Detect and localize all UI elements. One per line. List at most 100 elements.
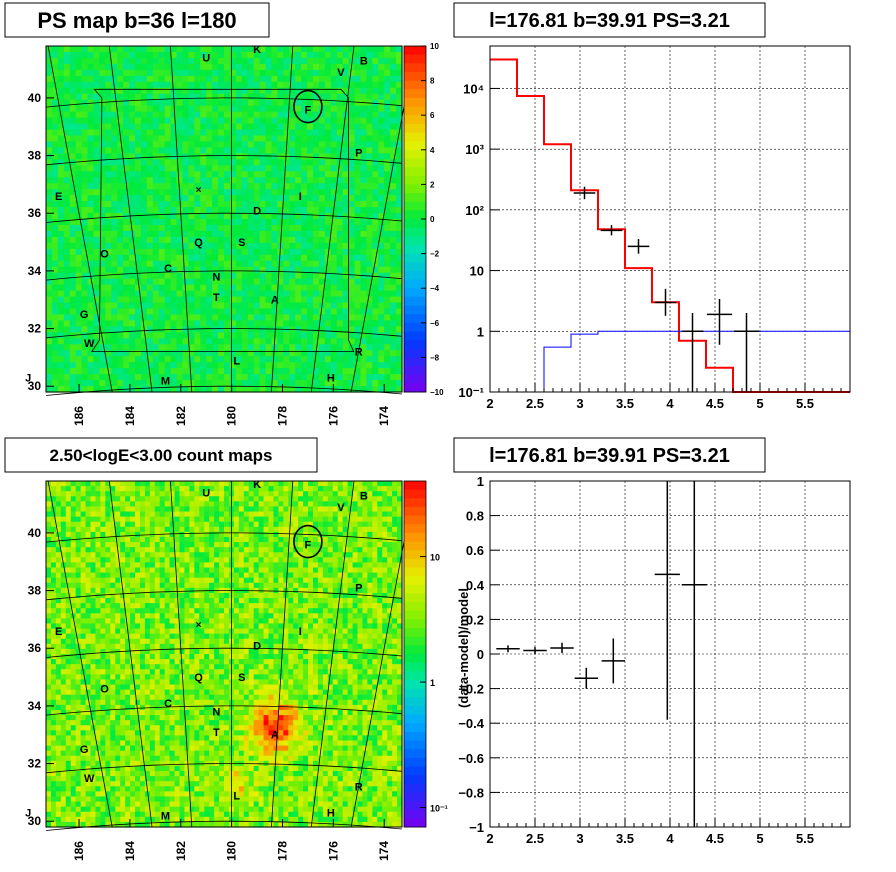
parallel (45, 820, 403, 831)
title-br: l=176.81 b=39.91 PS=3.21 (453, 437, 766, 473)
y-tick-label: −1 (469, 820, 484, 835)
colorbar-tick-label: 10 (430, 553, 440, 563)
source-label-A: A (271, 295, 279, 307)
source-label-O: O (100, 684, 109, 696)
x-tick-label: 3.5 (616, 831, 634, 846)
y-tick-label: −0.6 (458, 751, 484, 766)
source-label-S: S (238, 672, 245, 684)
meridian (310, 45, 355, 393)
x-tick-label: 180 (225, 406, 239, 426)
colorbar-tick-label: −10 (430, 388, 444, 397)
y-tick-label: −0.4 (458, 716, 484, 731)
source-label-N: N (212, 707, 220, 719)
source-label-R: R (355, 782, 363, 794)
title-bl: 2.50<logE<3.00 count maps (4, 437, 318, 473)
source-label-T: T (213, 727, 220, 739)
x-tick-label: 4 (666, 831, 674, 846)
source-labels-tl: U K B V F P E I D Q S O C NT A G W R L J M H (25, 44, 368, 388)
source-label-Q: Q (194, 237, 203, 249)
source-label-H: H (327, 373, 335, 385)
y-tick-label: 40 (28, 526, 42, 540)
source-label-D: D (253, 640, 261, 652)
source-labels-bl: U K B V F P E I D Q S O C NT A G W R L J M H (25, 479, 368, 823)
y-tick-label: 10 (470, 264, 484, 279)
source-label-G: G (80, 744, 89, 756)
x-tick-label: 5 (756, 831, 763, 846)
x-tick-label: 5 (756, 396, 763, 411)
colorbar-tick-label: −8 (430, 353, 440, 362)
marker-x: × (196, 185, 202, 196)
x-tick-label: 2 (486, 396, 493, 411)
source-label-H: H (327, 808, 335, 820)
roi-outline (91, 88, 355, 352)
source-label-U: U (202, 53, 210, 65)
colorbar-tick-label: 8 (430, 77, 435, 86)
colorbar-tick-label: −2 (430, 250, 440, 259)
parallel (45, 532, 403, 543)
parallel (45, 270, 403, 281)
panel-title: PS map b=36 l=180 (37, 8, 236, 33)
title-box (453, 2, 766, 38)
y-tick-label: 36 (28, 641, 42, 655)
source-label-E: E (55, 626, 62, 638)
x-tick-label: 186 (72, 841, 86, 861)
x-tick-label: 3 (576, 396, 583, 411)
source-label-L: L (233, 355, 240, 367)
source-label-I: I (299, 191, 302, 203)
source-label-R: R (355, 347, 363, 359)
coordinate-grid-bl (45, 480, 416, 831)
y-tick-label: 1 (477, 474, 484, 489)
y-tick-label: 0.4 (466, 578, 485, 593)
meridian (47, 45, 113, 393)
parallel (45, 385, 403, 396)
parallel (45, 705, 403, 716)
colorbar-tick-label: 2 (430, 180, 435, 189)
source-label-J: J (25, 808, 31, 820)
y-tick-label: 1 (477, 324, 484, 339)
source-label-D: D (253, 205, 261, 217)
x-tick-label: 4 (666, 396, 674, 411)
x-tick-label: 4.5 (706, 831, 724, 846)
meridian (271, 45, 294, 393)
y-tick-label: 10⁴ (463, 81, 484, 96)
parallel (45, 590, 403, 601)
marker-x: × (196, 620, 202, 631)
panel-title: 2.50<logE<3.00 count maps (50, 446, 273, 465)
colorbar-tick-label: 10 (430, 42, 439, 51)
source-label-V: V (337, 502, 345, 514)
source-label-B: B (360, 490, 368, 502)
source-label-O: O (100, 249, 109, 261)
x-tick-label: 2.5 (526, 831, 544, 846)
y-tick-label: 38 (28, 149, 42, 163)
source-label-T: T (213, 292, 220, 304)
source-label-Q: Q (194, 672, 203, 684)
colorbar-tick-label: 10⁻¹ (430, 804, 448, 814)
parallel (45, 212, 403, 223)
y-tick-label: 32 (28, 322, 42, 336)
x-tick-label: 178 (275, 841, 289, 861)
x-tick-label: 184 (123, 406, 137, 426)
title-box (453, 437, 766, 473)
source-label-P: P (355, 148, 362, 160)
colorbar-tick-label: 4 (430, 146, 435, 155)
source-label-J: J (25, 373, 31, 385)
source-label-F: F (305, 539, 312, 551)
heatmap-tl (46, 46, 403, 393)
meridian (108, 480, 153, 828)
x-tick-label: 2 (486, 831, 493, 846)
source-label-N: N (212, 272, 220, 284)
parallel (45, 155, 403, 166)
source-label-P: P (355, 583, 362, 595)
colorbar-tick-label: 1 (430, 678, 435, 688)
grid (490, 481, 850, 827)
y-tick-label: 0.6 (466, 543, 484, 558)
source-label-W: W (84, 773, 95, 785)
panel-tl: × U K B V F P E I D Q S O C NT A G W R L J M H 186 184 182 180 178 1… (25, 44, 416, 426)
source-label-I: I (299, 626, 302, 638)
source-label-K: K (253, 44, 261, 56)
parallel (45, 763, 403, 774)
y-tick-label: 34 (28, 264, 42, 278)
source-label-L: L (233, 790, 240, 802)
y-tick-label: 30 (28, 814, 42, 828)
